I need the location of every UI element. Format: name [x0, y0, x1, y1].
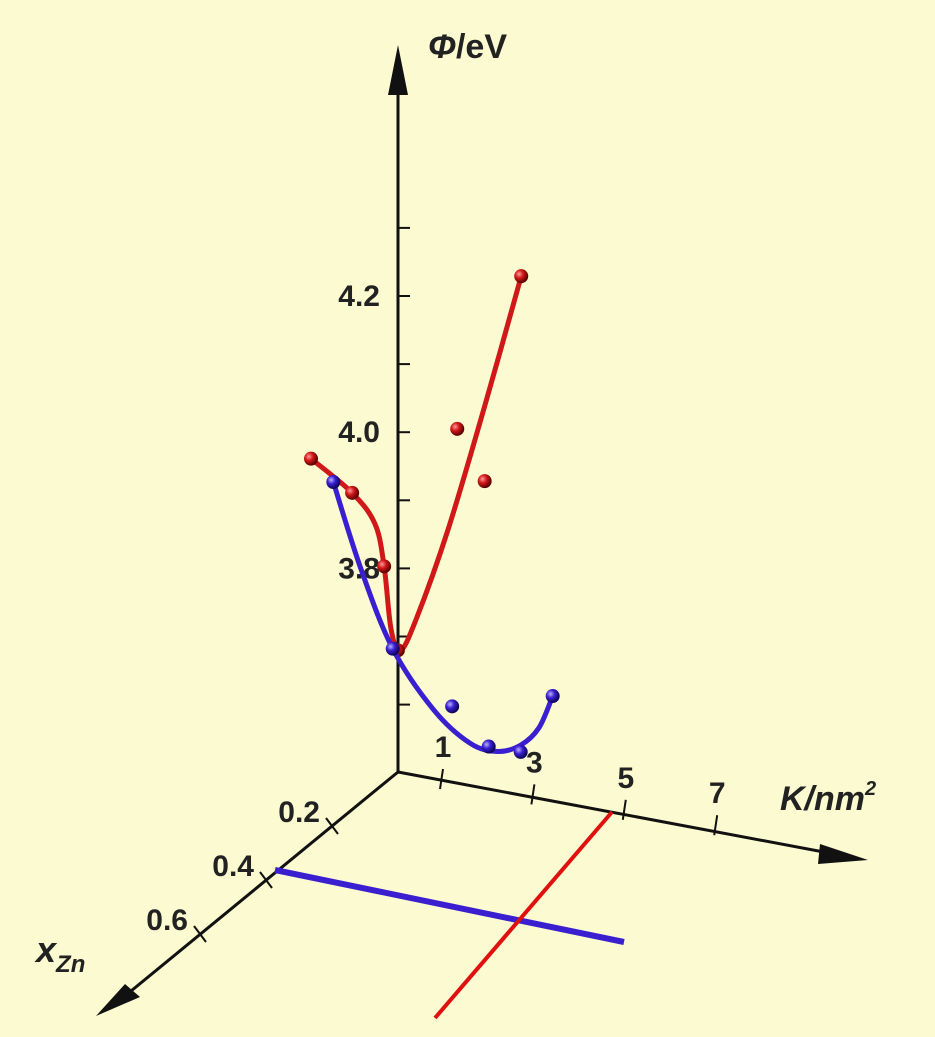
x-tick-label: 0.2: [278, 796, 320, 829]
x-axis-title: xZn: [34, 929, 85, 978]
x-axis-arrow: [96, 984, 140, 1016]
phi-axis-ticks: 4.24.03.8: [338, 226, 410, 706]
series-0-point: [377, 559, 392, 574]
k-tick: [621, 799, 627, 820]
series-1-point: [545, 689, 560, 704]
k-tick: [439, 768, 444, 790]
series-1-point: [445, 699, 460, 714]
x-tick-label: 0.6: [146, 904, 188, 937]
series-0-point: [450, 421, 465, 436]
series-0-point: [345, 485, 360, 500]
series-1-point: [481, 739, 496, 754]
x-tick: [259, 871, 273, 889]
x-axis-ticks: 0.2 0.4 0.6: [146, 796, 339, 943]
phi-axis-arrow: [388, 45, 408, 95]
k-tick: [530, 784, 536, 805]
phi-tick-label: 4.0: [338, 416, 380, 449]
k-tick-label: 7: [709, 777, 726, 810]
x-tick: [193, 925, 207, 943]
blue-floor-projection: [274, 867, 625, 945]
series-0-point: [514, 269, 529, 284]
k-axis-line: [397, 770, 846, 858]
k-tick: [713, 815, 719, 836]
x-tick-label: 0.4: [212, 850, 254, 883]
x-axis-line: [119, 770, 399, 1002]
k-axis-ticks: 1 3 5 7: [435, 731, 726, 836]
k-axis-title: K/nm2: [780, 778, 876, 818]
series-1-line: [330, 479, 556, 754]
series-0-line: [308, 273, 524, 654]
series-layer: [304, 269, 560, 759]
series-0-point: [477, 474, 492, 489]
series-1-point: [385, 641, 400, 656]
k-tick-label: 5: [617, 762, 634, 795]
x-tick: [325, 817, 339, 835]
series-1-point: [513, 744, 528, 759]
red-floor-projection: [433, 810, 614, 1020]
k-tick-label: 3: [526, 746, 543, 779]
k-tick-label: 1: [435, 731, 452, 764]
series-0-point: [304, 451, 318, 466]
phi-axis-title: Φ/eV: [428, 28, 507, 66]
k-axis-arrow: [818, 844, 868, 864]
phi-tick-label: 4.2: [338, 280, 380, 313]
series-1-point: [326, 475, 341, 490]
